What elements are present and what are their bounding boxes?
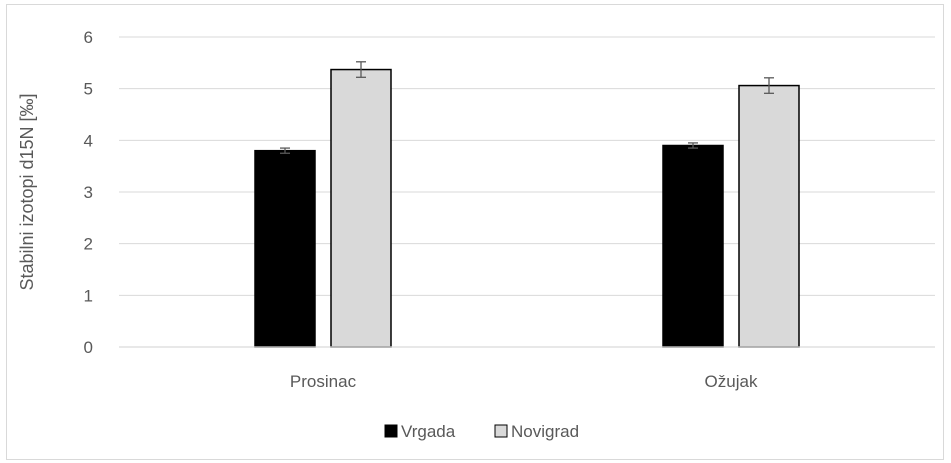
- y-tick-label: 5: [84, 80, 93, 99]
- legend-swatch-novigrad: [494, 424, 508, 438]
- bar-vrgada-1: [662, 144, 724, 348]
- y-tick-label: 1: [84, 286, 93, 305]
- bar-chart: 0 1 2 3 4 5 6 Stabilni izotopi d15N [‰] Prosin…: [17, 28, 935, 441]
- x-tick-label: Ožujak: [705, 372, 758, 391]
- y-tick-label: 6: [84, 28, 93, 47]
- y-tick-label: 0: [84, 338, 93, 357]
- x-axis-ticks: Prosinac Ožujak: [290, 372, 758, 391]
- y-axis-ticks: 0 1 2 3 4 5 6: [84, 28, 93, 357]
- bar-novigrad-0: [330, 68, 392, 348]
- bars: [254, 68, 800, 348]
- y-tick-label: 3: [84, 183, 93, 202]
- bar-novigrad-1: [738, 84, 800, 348]
- legend-swatch-vrgada: [384, 424, 398, 438]
- bar-vrgada-0: [254, 149, 316, 348]
- y-tick-label: 4: [84, 131, 93, 150]
- grid-lines: [119, 36, 935, 296]
- y-axis-title: Stabilni izotopi d15N [‰]: [17, 93, 37, 290]
- legend-label-novigrad: Novigrad: [511, 422, 579, 441]
- legend-label-vrgada: Vrgada: [401, 422, 456, 441]
- error-bars: [280, 61, 774, 154]
- x-tick-label: Prosinac: [290, 372, 357, 391]
- chart-frame: 0 1 2 3 4 5 6 Stabilni izotopi d15N [‰] Prosin…: [6, 4, 944, 460]
- legend: Vrgada Novigrad: [384, 422, 579, 441]
- y-tick-label: 2: [84, 235, 93, 254]
